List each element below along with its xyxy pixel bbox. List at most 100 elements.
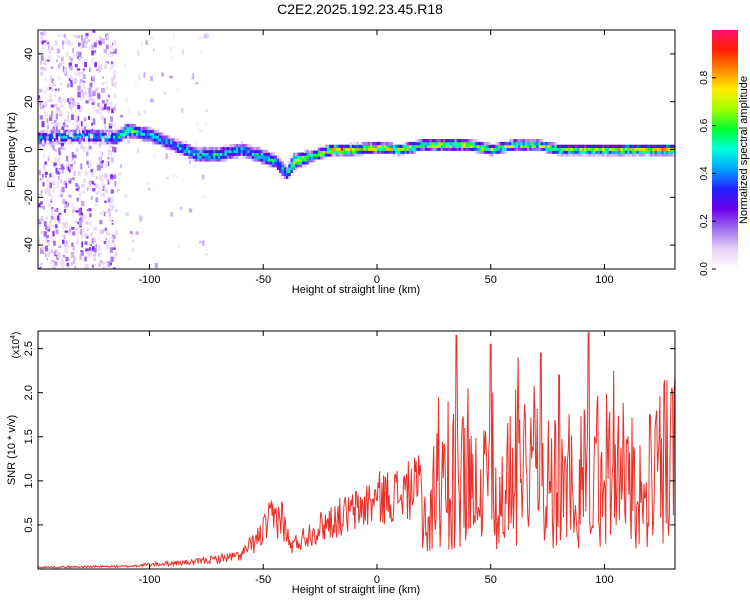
heatmap-cell (40, 138, 43, 142)
heatmap-cell (356, 144, 359, 148)
heatmap-cell (668, 147, 671, 151)
heatmap-cell (170, 141, 173, 145)
heatmap-cell (436, 141, 439, 146)
heatmap-noise-cell (93, 227, 97, 231)
heatmap-noise-cell (51, 110, 54, 117)
heatmap-noise-cell (43, 110, 46, 114)
heatmap-cell (381, 141, 384, 146)
heatmap-noise-cell (139, 70, 142, 76)
heatmap-noise-cell (81, 45, 85, 48)
heatmap-cell (329, 144, 332, 148)
heatmap-noise-cell (91, 50, 94, 56)
heatmap-noise-cell (92, 187, 96, 192)
heatmap-cell (640, 147, 644, 151)
heatmap-cell (508, 147, 512, 151)
heatmap-cell (235, 155, 239, 159)
heatmap-cell (320, 156, 323, 160)
heatmap-noise-cell (103, 241, 107, 245)
heatmap-noise-cell (109, 209, 112, 213)
heatmap-noise-cell (44, 168, 47, 172)
heatmap-cell (245, 144, 248, 148)
heatmap-cell (534, 144, 537, 148)
heatmap-cell (263, 155, 266, 159)
heatmap-cell (215, 155, 218, 159)
heatmap-cell (577, 144, 580, 148)
heatmap-noise-cell (150, 76, 153, 81)
heatmap-noise-cell (97, 94, 101, 100)
heatmap-cell (106, 138, 109, 142)
heatmap-cell (283, 169, 287, 174)
heatmap-cell (272, 152, 275, 156)
heatmap-noise-cell (80, 45, 83, 49)
heatmap-cell (445, 144, 448, 148)
heatmap-cell (317, 156, 321, 160)
heatmap-noise-cell (60, 268, 64, 269)
heatmap-noise-cell (103, 260, 107, 264)
y-tick-label: 1.0 (23, 473, 35, 488)
heatmap-cell (374, 144, 378, 148)
heatmap-cell (270, 155, 273, 159)
heatmap-cell (383, 150, 387, 154)
heatmap-cell (195, 158, 198, 162)
heatmap-noise-cell (83, 115, 87, 118)
heatmap-cell (511, 139, 514, 143)
heatmap-cell (413, 150, 416, 154)
heatmap-noise-cell (194, 141, 198, 148)
heatmap-noise-cell (113, 76, 116, 82)
heatmap-cell (545, 141, 548, 146)
heatmap-noise-cell (94, 61, 96, 68)
heatmap-cell (399, 144, 403, 148)
heatmap-cell (442, 147, 446, 151)
heatmap-noise-cell (42, 173, 44, 178)
heatmap-cell (276, 164, 280, 168)
heatmap-cell (172, 144, 175, 148)
heatmap-noise-cell (60, 164, 64, 170)
heatmap-cell (44, 138, 48, 142)
heatmap-cell (88, 135, 91, 139)
heatmap-noise-cell (80, 252, 83, 256)
heatmap-cell (365, 144, 369, 148)
heatmap-cell (386, 150, 389, 154)
heatmap-noise-cell (98, 263, 101, 268)
heatmap-noise-cell (82, 228, 85, 232)
heatmap-noise-cell (62, 40, 65, 45)
heatmap-cell (233, 149, 237, 153)
heatmap-cell (226, 155, 230, 159)
heatmap-noise-cell (105, 63, 108, 66)
heatmap-noise-cell (104, 103, 107, 110)
heatmap-cell (479, 150, 482, 154)
heatmap-cell (320, 153, 323, 157)
heatmap-cell (283, 166, 287, 171)
heatmap-cell (647, 153, 651, 157)
heatmap-cell (113, 141, 116, 145)
heatmap-cell (290, 169, 293, 174)
heatmap-cell (461, 139, 464, 143)
heatmap-noise-cell (45, 245, 48, 252)
heatmap-noise-cell (85, 235, 89, 239)
heatmap-cell (545, 147, 548, 151)
heatmap-noise-cell (92, 90, 96, 97)
heatmap-noise-cell (86, 252, 91, 258)
heatmap-noise-cell (75, 148, 79, 152)
heatmap-noise-cell (86, 147, 89, 153)
heatmap-noise-cell (56, 182, 60, 188)
heatmap-cell (124, 129, 127, 133)
heatmap-cell (618, 150, 621, 154)
heatmap-noise-cell (69, 42, 73, 47)
heatmap-noise-cell (62, 62, 65, 65)
heatmap-cell (69, 141, 73, 145)
heatmap-noise-cell (59, 82, 63, 86)
heatmap-cell (399, 147, 403, 151)
colorbar-tick-label: 0.2 (699, 214, 710, 228)
heatmap-cell (176, 141, 180, 145)
heatmap-cell (129, 132, 132, 136)
heatmap-cell (224, 155, 228, 159)
heatmap-noise-cell (83, 80, 86, 83)
heatmap-noise-cell (68, 62, 72, 68)
heatmap-cell (181, 144, 184, 148)
heatmap-cell (665, 153, 669, 157)
heatmap-cell (170, 146, 173, 151)
heatmap-cell (613, 147, 617, 151)
heatmap-cell (429, 139, 432, 143)
heatmap-noise-cell (112, 238, 114, 243)
